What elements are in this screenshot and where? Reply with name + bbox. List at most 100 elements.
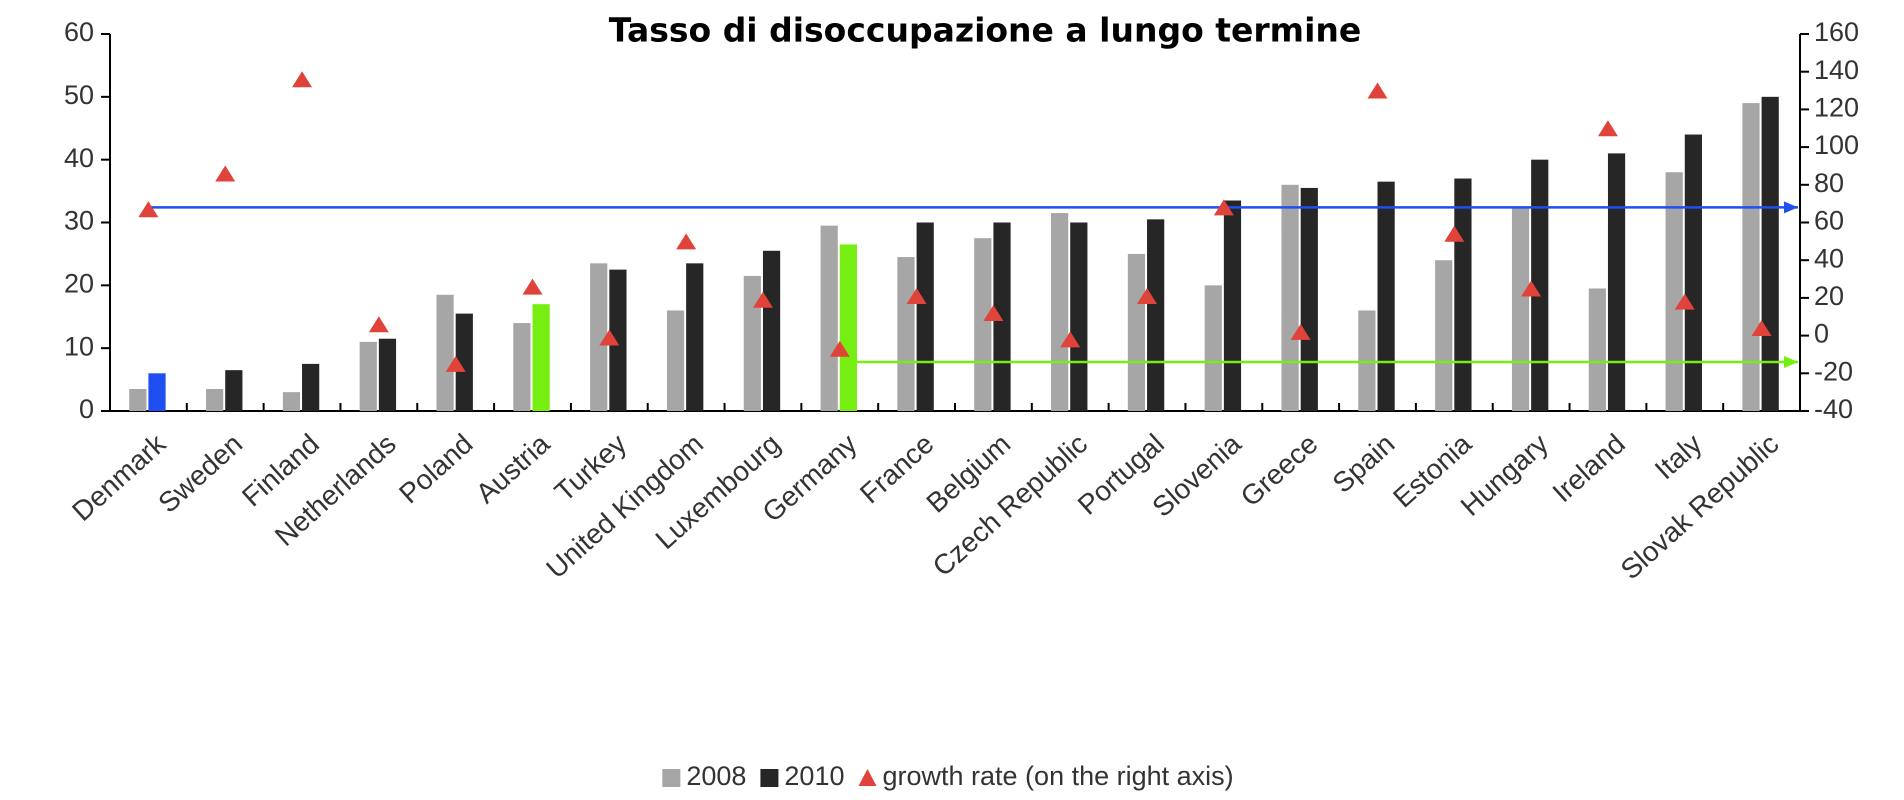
bar [1761, 96, 1779, 411]
bar [1742, 103, 1760, 411]
y2-tick-label: 0 [1814, 319, 1829, 349]
x-tick-label: Hungary [1455, 428, 1554, 522]
bar [359, 341, 377, 411]
growth-marker [1521, 280, 1542, 297]
y-tick-label: 40 [64, 143, 94, 173]
x-tick-label: Italy [1649, 428, 1708, 485]
y2-tick-label: 40 [1814, 243, 1844, 273]
growth-marker [1597, 120, 1618, 137]
bar [1127, 253, 1146, 411]
bar [436, 294, 454, 411]
bar [1358, 310, 1376, 411]
growth-marker [522, 278, 543, 295]
bar [916, 222, 934, 411]
bar [820, 225, 838, 411]
growth-marker [983, 304, 1004, 321]
y-tick-label: 0 [79, 394, 94, 424]
reference-arrow [1784, 201, 1798, 214]
y-tick-label: 60 [64, 17, 94, 47]
y2-tick-label: 80 [1814, 168, 1844, 198]
bar [1607, 153, 1626, 411]
x-tick-label: Greece [1235, 428, 1324, 512]
growth-marker [1213, 199, 1234, 216]
bar [686, 263, 704, 411]
bar [1511, 206, 1530, 411]
growth-marker [1444, 225, 1465, 242]
y2-tick-label: -20 [1814, 356, 1853, 386]
y2-tick-label: 120 [1814, 93, 1859, 123]
growth-marker [292, 71, 313, 88]
growth-marker [445, 355, 466, 372]
y2-tick-label: 20 [1814, 281, 1844, 311]
bar [206, 389, 224, 411]
bar [1454, 178, 1472, 411]
growth-marker [1060, 331, 1081, 348]
bar [1281, 184, 1299, 411]
y2-tick-label: -40 [1814, 394, 1853, 424]
bar [839, 244, 857, 411]
y2-tick-label: 160 [1814, 17, 1859, 47]
bar [974, 238, 992, 411]
bar [282, 392, 301, 411]
bar [1147, 219, 1165, 411]
bar [1223, 200, 1242, 411]
growth-marker [138, 201, 159, 218]
growth-marker [368, 316, 389, 333]
y2-tick-label: 140 [1814, 55, 1859, 85]
bar [1684, 134, 1702, 412]
legend-marker [858, 769, 877, 786]
bar [532, 304, 550, 411]
growth-marker [1674, 293, 1695, 310]
y-tick-label: 30 [64, 206, 94, 236]
bar [1665, 172, 1683, 411]
growth-marker [1751, 320, 1772, 337]
y2-tick-label: 100 [1814, 130, 1859, 160]
legend-swatch [662, 769, 681, 787]
y-tick-label: 50 [64, 80, 94, 110]
bar [609, 269, 627, 411]
bar [1377, 181, 1395, 411]
x-tick-label: Denmark [66, 427, 172, 527]
x-tick-label: Ireland [1547, 428, 1631, 508]
growth-marker [676, 233, 697, 250]
bar [1204, 285, 1222, 411]
bar [148, 373, 166, 411]
bar [993, 222, 1011, 411]
growth-marker [1290, 323, 1311, 340]
bar [455, 313, 473, 411]
y2-tick-label: 60 [1814, 206, 1844, 236]
growth-marker [1367, 82, 1388, 99]
growth-marker [829, 340, 850, 357]
y-tick-label: 10 [64, 331, 94, 361]
bar [762, 250, 781, 411]
growth-marker [906, 288, 927, 305]
bar [1070, 222, 1088, 411]
legend-label: 2008 [686, 761, 746, 791]
bar [1588, 288, 1606, 411]
chart-title: Tasso di disoccupazione a lungo termine [609, 11, 1362, 50]
reference-arrow [1784, 355, 1798, 368]
bar [1531, 159, 1549, 411]
growth-marker [1137, 288, 1158, 305]
bar [897, 257, 915, 411]
bar [513, 323, 531, 411]
bar [666, 310, 685, 411]
x-tick-label: Sweden [152, 428, 248, 519]
x-tick-label: Austria [470, 428, 556, 510]
bar [590, 263, 608, 411]
bar [378, 338, 397, 411]
x-tick-label: Poland [393, 428, 479, 509]
legend-swatch [760, 769, 779, 787]
growth-marker [752, 291, 773, 308]
bar [1300, 187, 1318, 411]
legend: 2008 2010 growth rate (on the right axis) [662, 761, 1234, 791]
legend-label: growth rate (on the right axis) [882, 761, 1233, 791]
bar [743, 275, 761, 411]
bar [1051, 213, 1069, 411]
bar [129, 389, 147, 411]
bar [1435, 260, 1453, 411]
legend-label: 2010 [784, 761, 844, 791]
y-tick-label: 20 [64, 268, 94, 298]
growth-marker [215, 165, 236, 182]
